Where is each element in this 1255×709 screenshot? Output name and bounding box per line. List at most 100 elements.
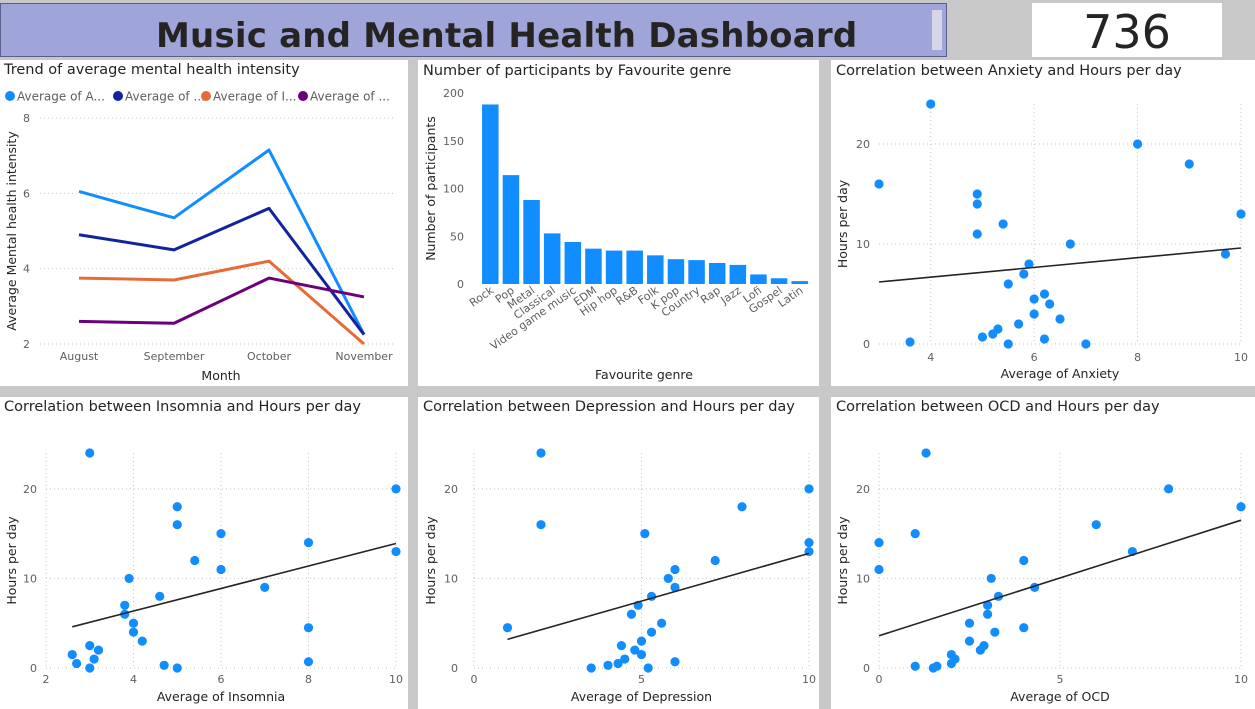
x-tick-label: 10 bbox=[389, 673, 403, 686]
y-tick-label: 0 bbox=[30, 662, 37, 675]
y-tick-label: 0 bbox=[457, 278, 464, 291]
data-point bbox=[85, 641, 95, 651]
data-point bbox=[921, 448, 931, 458]
data-point bbox=[874, 179, 884, 189]
bar bbox=[750, 274, 767, 284]
x-tick-label: 6 bbox=[218, 673, 225, 686]
series-line bbox=[78, 259, 365, 346]
data-point bbox=[983, 609, 993, 619]
data-point bbox=[932, 661, 942, 671]
data-point bbox=[172, 502, 182, 512]
data-point bbox=[663, 573, 673, 584]
bar bbox=[585, 248, 602, 284]
bar bbox=[482, 104, 499, 285]
x-tick-label: 0 bbox=[876, 673, 883, 686]
insomnia-scatter-chart[interactable]: 0 10 20 2 4 6 8 10 Average of Insomnia Hours per … bbox=[0, 397, 408, 709]
y-tick-label: 20 bbox=[856, 483, 870, 496]
data-point bbox=[586, 663, 596, 673]
bar-chart-title: Number of participants by Favourite genr… bbox=[423, 63, 732, 79]
legend-label: Average of ... bbox=[125, 90, 205, 104]
x-tick-label: 5 bbox=[638, 673, 645, 686]
data-point bbox=[643, 663, 653, 673]
y-tick-label: 10 bbox=[23, 572, 37, 585]
data-point bbox=[972, 189, 982, 199]
data-point bbox=[1029, 294, 1039, 304]
x-tick-label: 0 bbox=[471, 673, 478, 686]
depression-scatter-chart[interactable]: 0 10 20 0 5 10 Average of Depression Hours per … bbox=[418, 397, 819, 709]
bar bbox=[605, 250, 623, 284]
dashboard-header: Music and Mental Health Dashboard bbox=[0, 3, 947, 57]
data-point bbox=[910, 661, 920, 671]
depression-scatter-title: Correlation between Depression and Hours… bbox=[423, 399, 795, 415]
data-point bbox=[190, 555, 200, 566]
y-tick-label: 50 bbox=[450, 230, 464, 243]
x-tick-label: 2 bbox=[43, 673, 50, 686]
data-point bbox=[979, 641, 989, 651]
series-line bbox=[78, 148, 366, 336]
ocd-scatter-chart[interactable]: 0 10 20 0 5 10 Average of OCD Hours per day bbox=[831, 397, 1255, 709]
data-point bbox=[391, 484, 401, 494]
y-axis-title: Hours per day bbox=[835, 516, 850, 605]
y-tick-label: 150 bbox=[443, 135, 464, 148]
data-point bbox=[998, 219, 1008, 229]
line-chart-card: Trend of average mental health intensity… bbox=[0, 60, 408, 386]
y-tick-label: 20 bbox=[444, 483, 458, 496]
y-tick-label: 4 bbox=[23, 263, 30, 276]
x-tick-label: October bbox=[247, 350, 291, 363]
data-point bbox=[986, 573, 996, 584]
data-point bbox=[67, 649, 77, 660]
data-point bbox=[93, 645, 104, 655]
insomnia-scatter-title: Correlation between Insomnia and Hours p… bbox=[4, 399, 361, 415]
data-point bbox=[964, 636, 975, 646]
x-tick-label: August bbox=[60, 350, 99, 363]
insomnia-scatter-card: Correlation between Insomnia and Hours p… bbox=[0, 397, 408, 709]
series-line bbox=[78, 206, 366, 336]
bar bbox=[667, 259, 685, 284]
data-point bbox=[972, 229, 982, 239]
trend-line bbox=[878, 247, 1242, 283]
scroll-handle[interactable] bbox=[932, 10, 942, 50]
legend-label: Average of A... bbox=[17, 90, 105, 104]
data-point bbox=[983, 600, 993, 610]
bar-chart-card: Number of participants by Favourite genr… bbox=[418, 60, 819, 386]
legend-label: Average of I... bbox=[213, 90, 296, 104]
x-tick-label: November bbox=[335, 350, 393, 363]
y-axis-title: Average Mental health intensity bbox=[4, 131, 19, 331]
data-point bbox=[303, 623, 314, 633]
data-point bbox=[1014, 319, 1024, 329]
y-tick-label: 2 bbox=[23, 338, 30, 351]
data-point bbox=[137, 636, 147, 646]
legend-label: Average of ... bbox=[310, 90, 390, 104]
data-point bbox=[391, 546, 401, 557]
x-tick-label: 10 bbox=[802, 673, 816, 686]
data-point bbox=[72, 658, 82, 669]
data-point bbox=[926, 99, 936, 109]
y-tick-label: 100 bbox=[443, 183, 464, 196]
anxiety-scatter-chart[interactable]: 0 10 20 4 6 8 10 Average of Anxiety Hours per da… bbox=[831, 60, 1255, 386]
series-line bbox=[78, 276, 365, 325]
data-point bbox=[260, 582, 270, 592]
data-point bbox=[964, 618, 975, 628]
anxiety-scatter-card: Correlation between Anxiety and Hours pe… bbox=[831, 60, 1255, 386]
data-point bbox=[120, 600, 130, 610]
legend-marker bbox=[298, 91, 308, 101]
x-tick-label: 4 bbox=[130, 673, 137, 686]
y-tick-label: 8 bbox=[23, 112, 30, 125]
data-point bbox=[1132, 139, 1143, 149]
line-chart[interactable]: 2 4 6 8 August September October November Month A… bbox=[0, 60, 408, 386]
bar bbox=[708, 262, 726, 284]
data-point bbox=[874, 537, 884, 548]
trend-line bbox=[72, 542, 397, 628]
legend-marker bbox=[201, 91, 211, 101]
trend-line bbox=[507, 552, 810, 641]
data-point bbox=[536, 448, 546, 458]
data-point bbox=[905, 337, 915, 347]
data-point bbox=[1024, 259, 1034, 269]
data-point bbox=[172, 663, 182, 673]
data-point bbox=[804, 537, 814, 548]
bar bbox=[523, 199, 540, 284]
data-point bbox=[1091, 520, 1101, 530]
x-axis-title: Favourite genre bbox=[595, 367, 693, 382]
data-point bbox=[670, 582, 680, 592]
